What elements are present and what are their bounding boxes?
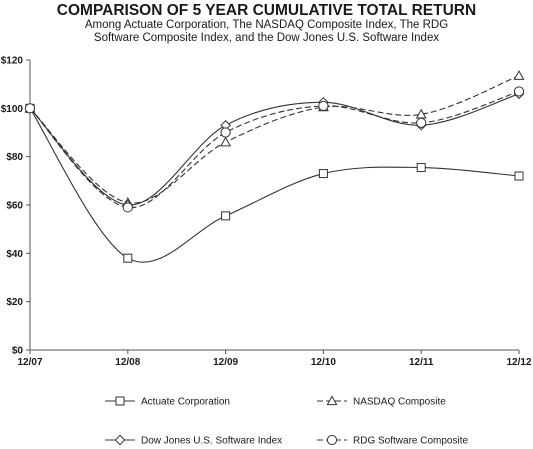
- y-tick-label: $40: [6, 249, 23, 260]
- circle-marker: [318, 100, 329, 112]
- x-tick-label: 12/12: [506, 357, 531, 368]
- square-marker: [514, 171, 524, 181]
- chart-subtitle-line-1: Among Actuate Corporation, The NASDAQ Co…: [85, 19, 448, 31]
- triangle-marker: [513, 70, 525, 80]
- series-line: [29, 75, 520, 204]
- legend-circle-marker: [326, 434, 338, 446]
- circle-marker: [122, 202, 133, 213]
- y-tick-label: $20: [6, 297, 23, 308]
- legend-label: Dow Jones U.S. Software Index: [141, 436, 282, 447]
- circle-marker: [513, 86, 525, 97]
- legend-square-marker: [115, 396, 125, 406]
- chart-subtitle-line-2: Software Composite Index, and the Dow Jo…: [94, 32, 439, 44]
- x-tick-label: 12/11: [409, 357, 434, 368]
- axes: [29, 60, 519, 351]
- legend: Actuate Corporation NASDAQ Composite Dow J…: [105, 395, 468, 447]
- y-tick-label: $80: [6, 152, 23, 163]
- y-ticks: $0 $20 $40 $60 $80 $100 $120: [1, 56, 30, 357]
- x-tick-label: 12/10: [311, 357, 336, 368]
- x-tick-label: 12/07: [17, 357, 42, 368]
- square-marker: [123, 253, 133, 263]
- chart-title: COMPARISON OF 5 YEAR CUMULATIVE TOTAL RE…: [57, 2, 476, 19]
- series-line: [29, 93, 520, 206]
- y-tick-label: $100: [1, 104, 24, 115]
- series-markers: [24, 70, 525, 263]
- legend-diamond-marker: [114, 434, 126, 446]
- x-ticks: 12/07 12/08 12/09 12/10 12/11 12/12: [17, 350, 532, 368]
- y-tick-label: $0: [12, 346, 24, 357]
- series-lines: [29, 75, 520, 263]
- y-tick-label: $60: [6, 201, 23, 212]
- triangle-marker: [220, 136, 232, 147]
- circle-marker: [24, 103, 36, 114]
- square-marker: [416, 163, 426, 173]
- legend-triangle-marker: [326, 395, 338, 406]
- legend-label: NASDAQ Composite: [353, 397, 446, 408]
- y-tick-label: $120: [1, 56, 24, 67]
- square-marker: [318, 169, 328, 179]
- circle-marker: [220, 127, 231, 138]
- x-tick-label: 12/08: [115, 357, 140, 368]
- series-line: [29, 108, 520, 263]
- legend-label: Actuate Corporation: [141, 397, 230, 408]
- x-tick-label: 12/09: [213, 357, 238, 368]
- circle-marker: [416, 117, 427, 128]
- legend-label: RDG Software Composite: [353, 436, 468, 447]
- square-marker: [221, 211, 231, 221]
